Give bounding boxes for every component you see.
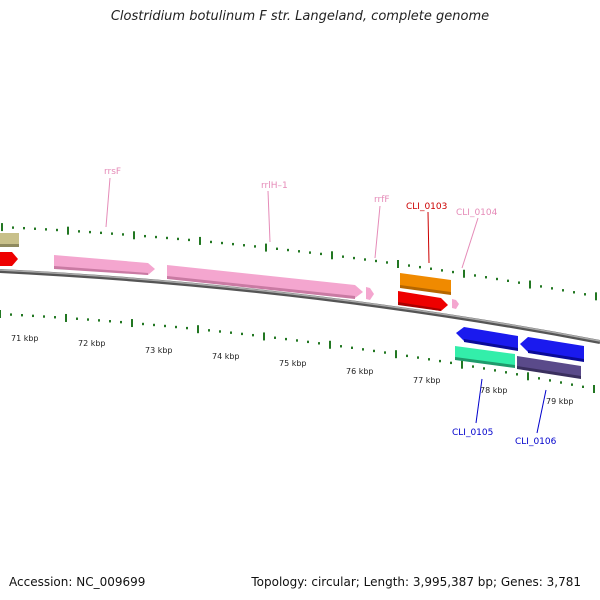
scale-label: 72 kbp <box>78 339 106 348</box>
scale-label: 71 kbp <box>11 334 39 343</box>
genome-backbone <box>0 269 600 344</box>
cli0104-label: CLI_0104 <box>456 208 498 218</box>
rrsF-gene[interactable] <box>54 255 155 275</box>
rrfF-label: rrfF <box>374 195 390 205</box>
rrlH-1-gene[interactable] <box>167 265 363 299</box>
cli0104-gene[interactable] <box>452 299 459 309</box>
olive-gene-shadow <box>0 244 19 247</box>
cli0106-label: CLI_0106 <box>515 437 557 447</box>
scale-label: 73 kbp <box>145 346 173 355</box>
genome-summary-text: Topology: circular; Length: 3,995,387 bp… <box>251 575 581 589</box>
cli0103-leader <box>427 211 430 264</box>
rrfF-gene[interactable] <box>366 287 374 300</box>
cli0103-label: CLI_0103 <box>406 202 447 212</box>
scale-label: 77 kbp <box>413 376 441 385</box>
cli0105-label: CLI_0105 <box>452 428 493 438</box>
inner-tick-ring <box>0 310 595 393</box>
cli0106-gene[interactable] <box>517 356 581 379</box>
scale-label: 75 kbp <box>279 359 307 368</box>
red-gene-partial[interactable] <box>0 252 18 266</box>
scale-label: 74 kbp <box>212 352 240 361</box>
map-title: Clostridium botulinum F str. Langeland, … <box>110 9 490 24</box>
blue-gene-left[interactable] <box>456 327 518 351</box>
scale-label: 78 kbp <box>480 386 508 395</box>
scale-labels: 71 kbp 72 kbp 73 kbp 74 kbp 75 kbp 76 kbp 77 k… <box>11 334 574 406</box>
cli0104-leader <box>461 217 479 269</box>
cli0105-leader <box>475 378 483 424</box>
cli0106-leader <box>536 389 547 434</box>
rrlH-1-leader <box>267 190 271 243</box>
scale-label: 79 kbp <box>546 397 574 406</box>
red-gene-right[interactable] <box>398 291 448 311</box>
rrsF-label: rrsF <box>104 167 121 177</box>
olive-gene-partial[interactable] <box>0 233 19 246</box>
rrlH-1-label: rrlH–1 <box>261 181 288 191</box>
outer-tick-ring <box>1 223 597 301</box>
cli0103-gene[interactable] <box>400 273 451 295</box>
cli0105-gene[interactable] <box>455 346 515 368</box>
blue-gene-right[interactable] <box>520 337 584 362</box>
rrsF-leader <box>105 177 111 228</box>
accession-text: Accession: NC_009699 <box>9 575 146 589</box>
genome-backbone-highlight <box>0 269 600 342</box>
scale-label: 76 kbp <box>346 367 374 376</box>
rrfF-leader <box>374 205 381 259</box>
